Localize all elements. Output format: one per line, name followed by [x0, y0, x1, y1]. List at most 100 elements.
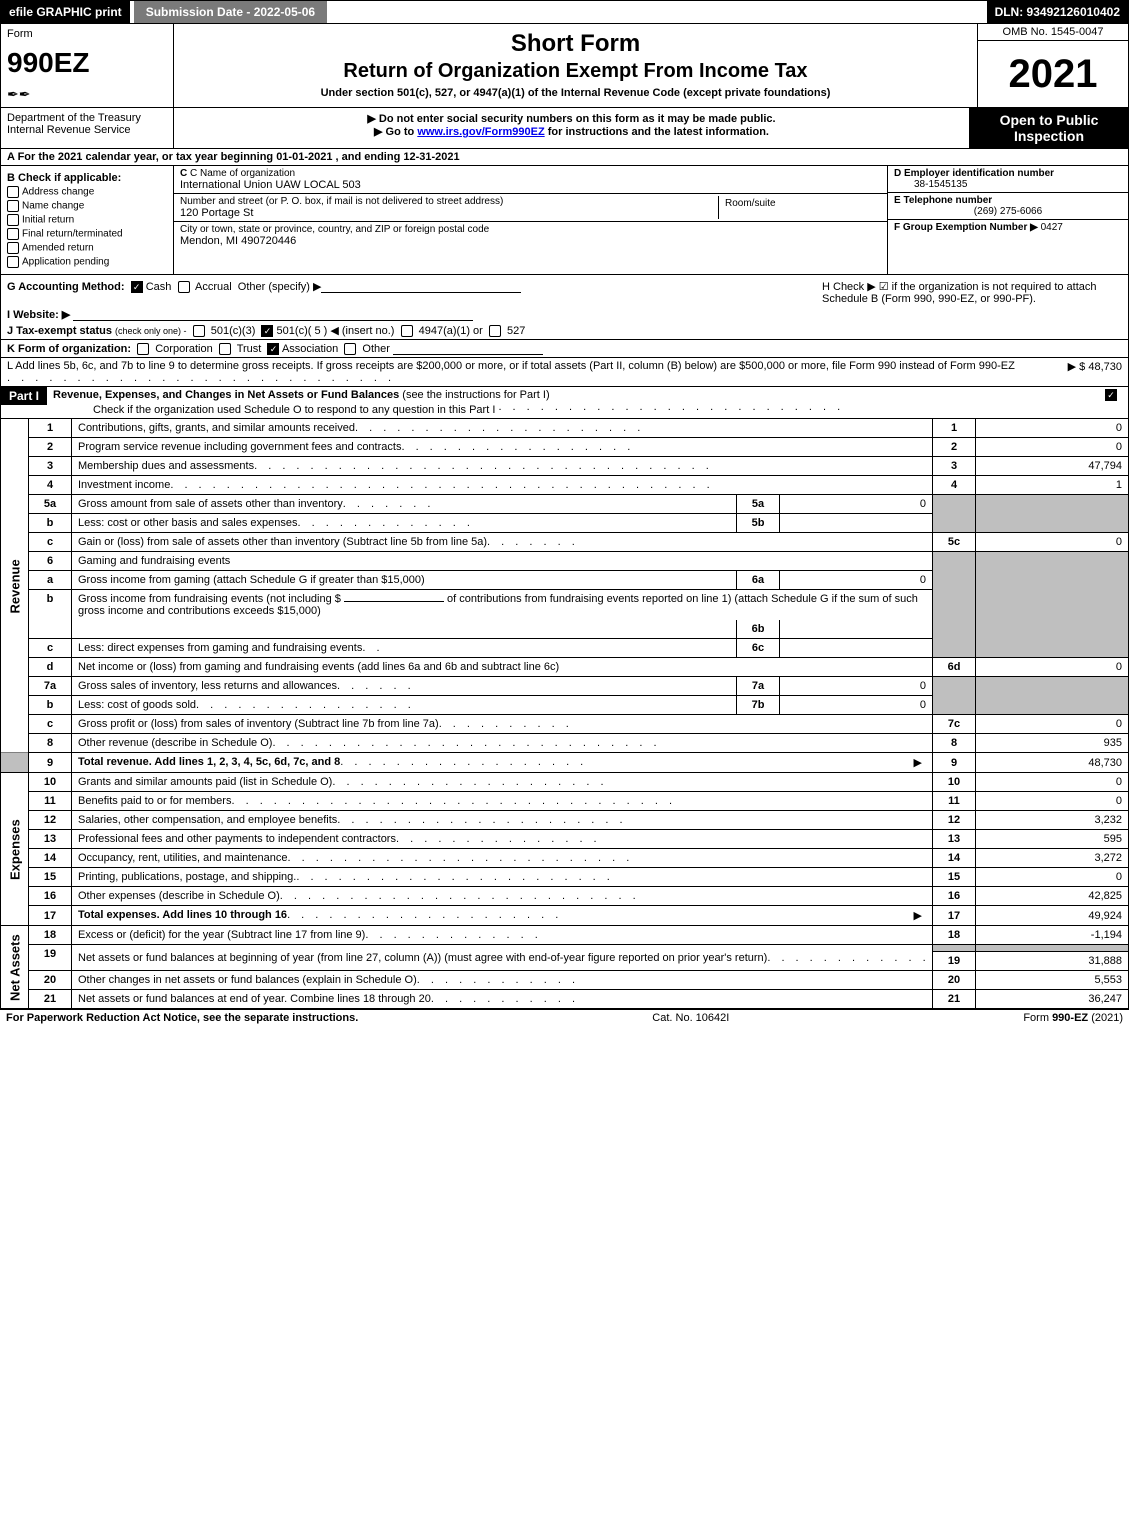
line-1-val: 0 [976, 419, 1129, 438]
checkbox-4947[interactable] [401, 325, 413, 337]
line-2-num: 2 [29, 438, 72, 457]
section-gh: G Accounting Method: ✓ Cash Accrual Othe… [0, 275, 1129, 340]
form-ref: Form 990-EZ (2021) [1023, 1012, 1123, 1024]
line-6b-desc1: Gross income from fundraising events (no… [72, 590, 933, 621]
line-20-num: 20 [29, 971, 72, 990]
line-18-val: -1,194 [976, 926, 1129, 945]
line-1-desc: Contributions, gifts, grants, and simila… [72, 419, 933, 438]
form-number: 990EZ [7, 47, 167, 79]
irs-link[interactable]: www.irs.gov/Form990EZ [417, 126, 544, 138]
line-9-desc: Total revenue. Add lines 1, 2, 3, 4, 5c,… [72, 753, 933, 773]
line-18-box: 18 [933, 926, 976, 945]
line-5b-sub: 5b [737, 514, 780, 533]
shaded-5v [976, 495, 1129, 533]
line-16-desc: Other expenses (describe in Schedule O).… [72, 887, 933, 906]
line-15-desc: Printing, publications, postage, and shi… [72, 868, 933, 887]
line-7c-desc: Gross profit or (loss) from sales of inv… [72, 715, 933, 734]
checkbox-initial-return[interactable]: Initial return [7, 214, 167, 226]
checkbox-accrual[interactable] [178, 281, 190, 293]
shaded-5 [933, 495, 976, 533]
line-5a-num: 5a [29, 495, 72, 514]
header-right: OMB No. 1545-0047 2021 [977, 24, 1128, 107]
section-i: I Website: ▶ [7, 308, 473, 321]
section-c: C C Name of organization International U… [174, 166, 887, 274]
checkbox-final-return[interactable]: Final return/terminated [7, 228, 167, 240]
instructions-link-line: ▶ Go to www.irs.gov/Form990EZ for instru… [178, 125, 965, 138]
checkbox-address-change[interactable]: Address change [7, 186, 167, 198]
info-grid: B Check if applicable: Address change Na… [0, 166, 1129, 275]
line-18-desc: Excess or (deficit) for the year (Subtra… [72, 926, 933, 945]
checkbox-corporation[interactable] [137, 343, 149, 355]
line-5a-desc: Gross amount from sale of assets other t… [72, 495, 737, 514]
line-16-num: 16 [29, 887, 72, 906]
omb-number: OMB No. 1545-0047 [978, 24, 1128, 41]
checkbox-trust[interactable] [219, 343, 231, 355]
org-name-row: C C Name of organization International U… [174, 166, 887, 194]
dept-treasury: Department of the Treasury [7, 112, 167, 124]
city-state-zip: Mendon, MI 490720446 [180, 235, 881, 247]
other-specify-blank[interactable] [321, 280, 521, 293]
room-suite: Room/suite [718, 196, 881, 219]
line-9-box: 9 [933, 753, 976, 773]
checkbox-association[interactable]: ✓ [267, 343, 279, 355]
line-3-box: 3 [933, 457, 976, 476]
cat-no: Cat. No. 10642I [652, 1012, 729, 1024]
line-7c-box: 7c [933, 715, 976, 734]
checkbox-name-change[interactable]: Name change [7, 200, 167, 212]
line-16-box: 16 [933, 887, 976, 906]
line-17-num: 17 [29, 906, 72, 926]
dept-box: Department of the Treasury Internal Reve… [1, 108, 174, 148]
phone-value: (269) 275-6066 [894, 206, 1122, 217]
checkbox-501c3[interactable] [193, 325, 205, 337]
line-20-val: 5,553 [976, 971, 1129, 990]
line-15-num: 15 [29, 868, 72, 887]
footer: For Paperwork Reduction Act Notice, see … [0, 1009, 1129, 1026]
form-header: Form 990EZ ✒✒ Short Form Return of Organ… [0, 24, 1129, 108]
line-8-box: 8 [933, 734, 976, 753]
instr2-pre: ▶ Go to [374, 126, 417, 138]
submission-date: Submission Date - 2022-05-06 [134, 1, 327, 23]
line-4-num: 4 [29, 476, 72, 495]
part-i-checkbox[interactable]: ✓ [1094, 387, 1128, 403]
line-7a-desc: Gross sales of inventory, less returns a… [72, 677, 737, 696]
checkbox-other[interactable] [344, 343, 356, 355]
line-2-box: 2 [933, 438, 976, 457]
line-7a-subval: 0 [780, 677, 933, 696]
checkbox-501c[interactable]: ✓ [261, 325, 273, 337]
line-19-box: 19 [933, 952, 976, 971]
line-11-num: 11 [29, 792, 72, 811]
line-6-num: 6 [29, 552, 72, 571]
rev-bottom-shade [1, 753, 29, 773]
line-14-desc: Occupancy, rent, utilities, and maintena… [72, 849, 933, 868]
line-1-box: 1 [933, 419, 976, 438]
line-12-desc: Salaries, other compensation, and employ… [72, 811, 933, 830]
section-h: H Check ▶ ☑ if the organization is not r… [822, 280, 1122, 305]
line-7b-sub: 7b [737, 696, 780, 715]
paperwork-notice: For Paperwork Reduction Act Notice, see … [6, 1012, 358, 1024]
line-21-val: 36,247 [976, 990, 1129, 1009]
checkbox-cash[interactable]: ✓ [131, 281, 143, 293]
checkbox-527[interactable] [489, 325, 501, 337]
line-4-desc: Investment income. . . . . . . . . . . .… [72, 476, 933, 495]
shaded-19v [976, 945, 1129, 952]
part-i-check-text: Check if the organization used Schedule … [53, 404, 898, 416]
line-8-desc: Other revenue (describe in Schedule O). … [72, 734, 933, 753]
instructions-box: ▶ Do not enter social security numbers o… [174, 108, 969, 148]
org-name-hint: C C Name of organization [180, 168, 881, 179]
website-blank[interactable] [73, 308, 473, 321]
group-exemption-value: 0427 [1041, 222, 1063, 233]
checkbox-application-pending[interactable]: Application pending [7, 256, 167, 268]
line-5b-desc: Less: cost or other basis and sales expe… [72, 514, 737, 533]
line-6b-sub: 6b [737, 620, 780, 639]
line-13-box: 13 [933, 830, 976, 849]
line-6a-desc: Gross income from gaming (attach Schedul… [72, 571, 737, 590]
line-6b-subval [780, 620, 933, 639]
short-form-title: Short Form [178, 30, 973, 58]
line-5b-num: b [29, 514, 72, 533]
line-19-desc: Net assets or fund balances at beginning… [72, 945, 933, 971]
other-org-blank[interactable] [393, 342, 543, 355]
checkbox-amended-return[interactable]: Amended return [7, 242, 167, 254]
efile-print-label[interactable]: efile GRAPHIC print [1, 1, 130, 23]
form-org-label: K Form of organization: [7, 343, 131, 355]
irs-label: Internal Revenue Service [7, 124, 167, 136]
